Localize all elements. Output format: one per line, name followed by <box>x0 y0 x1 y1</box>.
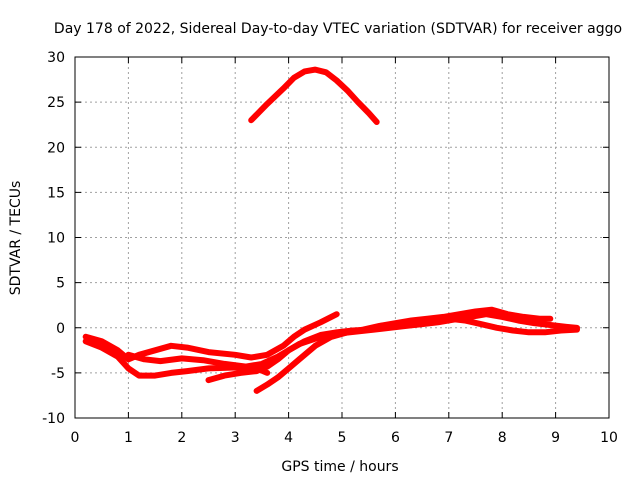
x-tick-label: 2 <box>177 430 186 446</box>
y-tick-label: 25 <box>47 95 65 111</box>
x-tick-label: 6 <box>391 430 400 446</box>
axis-ticks <box>74 56 610 419</box>
y-tick-label: 0 <box>56 321 65 337</box>
y-tick-label: 20 <box>47 140 65 156</box>
x-tick-label: 3 <box>231 430 240 446</box>
chart-title: Day 178 of 2022, Sidereal Day-to-day VTE… <box>54 21 622 37</box>
series-line-6 <box>253 306 554 394</box>
y-tick-label: 30 <box>47 50 65 66</box>
x-tick-label: 4 <box>284 430 293 446</box>
y-tick-label: 10 <box>47 231 65 247</box>
x-tick-label: 5 <box>338 430 347 446</box>
y-tick-label: -10 <box>42 411 65 427</box>
y-tick-label: 15 <box>47 185 65 201</box>
x-tick-label: 1 <box>124 430 133 446</box>
x-axis-title: GPS time / hours <box>281 459 398 475</box>
series-line-2 <box>82 311 340 363</box>
x-tick-label: 0 <box>71 430 80 446</box>
series-line-4 <box>125 311 580 370</box>
y-axis-title: SDTVAR / TECUs <box>8 181 24 296</box>
grid-lines <box>75 57 609 418</box>
y-tick-label: 5 <box>56 276 65 292</box>
series-group <box>82 66 580 394</box>
y-tick-label: -5 <box>51 366 65 382</box>
series-line-1 <box>248 66 380 125</box>
x-tick-labels: 0 1 2 3 4 5 6 7 8 9 10 <box>71 430 618 446</box>
y-tick-labels: -10 -5 0 5 10 15 20 25 30 <box>42 50 65 427</box>
x-tick-label: 7 <box>444 430 453 446</box>
x-tick-label: 10 <box>600 430 618 446</box>
x-tick-label: 9 <box>551 430 560 446</box>
x-tick-label: 8 <box>498 430 507 446</box>
